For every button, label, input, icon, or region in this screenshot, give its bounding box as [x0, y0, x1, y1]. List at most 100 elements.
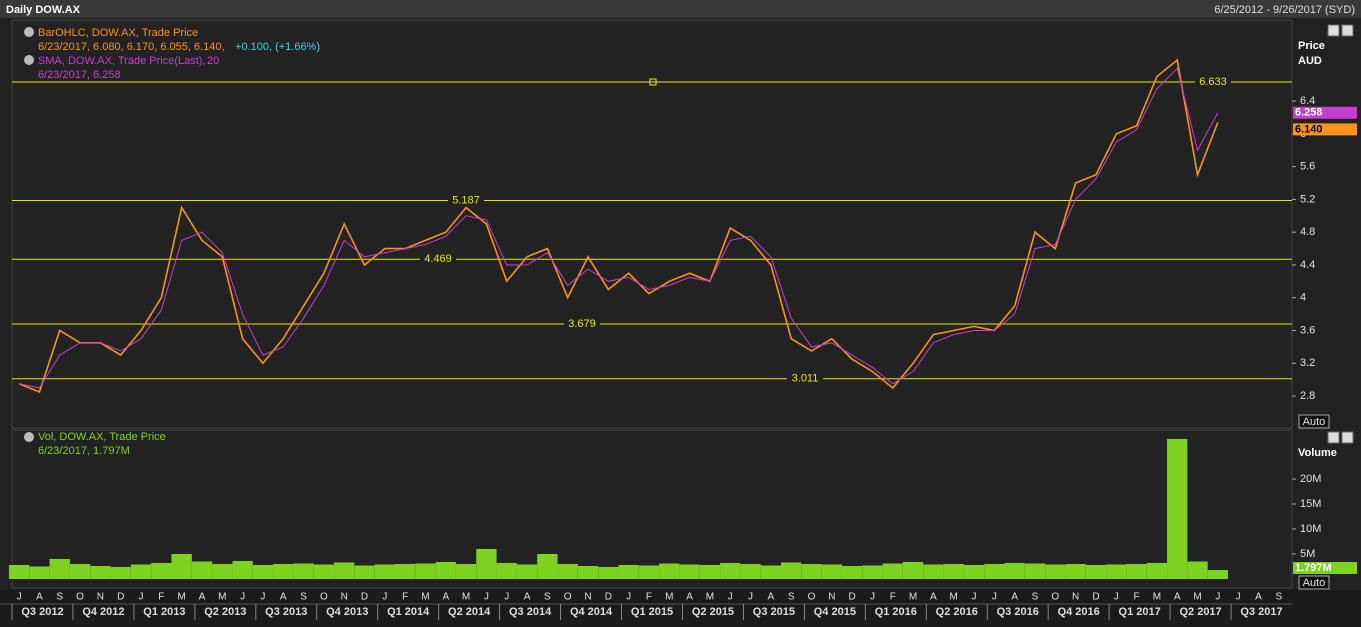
volume-bar — [496, 563, 517, 579]
x-tick-label: D — [117, 592, 124, 603]
quarter-label: Q2 2013 — [204, 606, 246, 618]
y-tick-label: 4 — [1300, 292, 1306, 304]
volume-bar — [1126, 564, 1147, 579]
x-tick-label: M — [1193, 592, 1201, 603]
level-label: 5.187 — [452, 194, 480, 206]
quarter-label: Q3 2013 — [265, 606, 307, 618]
level-label: 4.469 — [424, 253, 452, 265]
close-button[interactable] — [1341, 431, 1354, 444]
x-tick-label: A — [768, 592, 775, 603]
restore-button[interactable] — [1327, 431, 1340, 444]
x-tick-label: J — [748, 592, 753, 603]
x-tick-label: A — [442, 592, 449, 603]
volume-bar — [1167, 439, 1188, 579]
price-panel — [11, 19, 1293, 429]
auto-label[interactable]: Auto — [1303, 416, 1326, 428]
x-tick-label: A — [1174, 592, 1181, 603]
volume-bar — [69, 564, 91, 579]
volume-bar — [1187, 561, 1208, 579]
volume-bar — [415, 563, 436, 579]
x-tick-label: F — [402, 592, 408, 603]
date-range: 6/25/2012 - 9/26/2017 (SYD) — [1214, 4, 1355, 16]
quarter-label: Q3 2017 — [1240, 606, 1282, 618]
x-tick-label: J — [17, 592, 22, 603]
x-tick-label: F — [1134, 592, 1140, 603]
level-label-bg — [1195, 76, 1231, 89]
volume-bar — [293, 563, 314, 579]
x-tick-label: J — [870, 592, 875, 603]
y-tick-label: 4.8 — [1300, 226, 1315, 238]
x-tick-label: D — [1092, 592, 1099, 603]
x-tick-label: S — [544, 592, 551, 603]
x-tick-label: J — [484, 592, 489, 603]
volume-bar — [1024, 563, 1046, 579]
quarter-label: Q3 2016 — [997, 606, 1039, 618]
x-tick-label: S — [788, 592, 795, 603]
x-tick-label: S — [56, 592, 63, 603]
y-tick-label: 4.4 — [1300, 259, 1315, 271]
x-tick-label: J — [1236, 592, 1241, 603]
volume-bar — [516, 564, 538, 579]
title-bar — [0, 0, 1361, 18]
x-tick-label: M — [950, 592, 958, 603]
volume-bar — [963, 565, 985, 579]
x-tick-label: O — [808, 592, 816, 603]
volume-bar — [8, 565, 30, 579]
x-tick-label: J — [728, 592, 733, 603]
quarter-label: Q1 2013 — [143, 606, 185, 618]
x-tick-label: A — [1011, 592, 1018, 603]
volume-bar — [151, 563, 172, 579]
auto-button[interactable] — [1298, 414, 1330, 429]
quarter-label: Q2 2014 — [448, 606, 491, 618]
level-label-bg — [420, 253, 456, 266]
volume-bar — [1146, 563, 1168, 579]
x-tick-label: M — [706, 592, 714, 603]
volume-bar — [1004, 563, 1025, 579]
price-line — [19, 67, 1219, 389]
legend-icon[interactable] — [24, 27, 34, 37]
restore-button[interactable] — [1327, 24, 1340, 37]
volume-panel — [11, 429, 1293, 589]
auto-button[interactable] — [1298, 575, 1330, 590]
legend-icon[interactable] — [24, 432, 34, 442]
volume-bar — [110, 567, 131, 579]
legend-name: Vol, DOW.AX, Trade Price — [38, 431, 166, 443]
volume-bar — [923, 564, 944, 579]
quarter-label: Q1 2016 — [875, 606, 917, 618]
close-button[interactable] — [1341, 24, 1354, 37]
volume-bar — [760, 565, 782, 579]
level-label: 3.679 — [568, 318, 596, 330]
volume-bar — [49, 559, 70, 579]
level-label-bg — [448, 194, 484, 207]
volume-bar — [740, 564, 761, 579]
quarter-label: Q4 2014 — [570, 606, 613, 618]
quarter-label: Q4 2013 — [326, 606, 368, 618]
volume-bar — [232, 561, 253, 579]
y-tick-label: 3.6 — [1300, 324, 1315, 336]
legend-name: SMA, DOW.AX, Trade Price(Last), — [38, 55, 206, 67]
volume-bar — [171, 554, 192, 579]
volume-bar — [882, 563, 903, 579]
x-tick-label: M — [177, 592, 185, 603]
price-line — [18, 58, 1219, 394]
y-tick-label: 10M — [1300, 523, 1321, 535]
y-tick-label: 15M — [1300, 498, 1321, 510]
volume-bar — [537, 554, 558, 579]
x-tick-label: N — [584, 592, 591, 603]
x-tick-label: S — [300, 592, 307, 603]
auto-label[interactable]: Auto — [1303, 577, 1326, 589]
x-tick-label: N — [97, 592, 104, 603]
x-tick-label: J — [382, 592, 387, 603]
volume-bar — [618, 565, 639, 579]
volume-bar — [394, 564, 416, 579]
volume-bar — [557, 564, 578, 579]
volume-bar — [455, 564, 477, 579]
legend-icon[interactable] — [24, 55, 34, 65]
volume-bar — [638, 565, 660, 579]
x-tick-label: O — [320, 592, 328, 603]
y-axis-title: Price — [1298, 40, 1325, 52]
volume-bar — [313, 564, 335, 579]
volume-bar — [821, 564, 842, 579]
volume-bar — [801, 564, 822, 579]
quarter-label: Q2 2017 — [1179, 606, 1221, 618]
